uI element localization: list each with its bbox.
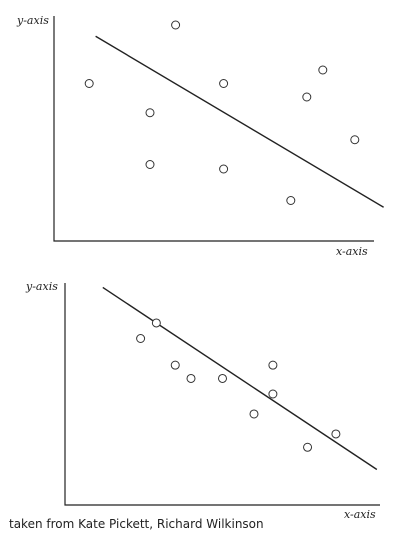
x-axis-label: x-axis xyxy=(336,245,368,258)
source-caption: taken from Kate Pickett, Richard Wilkins… xyxy=(9,517,264,531)
data-point xyxy=(249,409,259,419)
trend-line xyxy=(95,35,384,208)
data-point xyxy=(186,373,196,383)
data-point xyxy=(171,20,181,30)
trend-line xyxy=(102,286,378,471)
data-point xyxy=(318,65,328,75)
data-point xyxy=(268,389,278,399)
data-point xyxy=(170,360,180,370)
data-point xyxy=(303,442,313,452)
data-point xyxy=(350,135,360,145)
x-axis-label: x-axis xyxy=(344,508,376,521)
scatter-chart-bottom: y-axis x-axis xyxy=(25,280,380,521)
data-point xyxy=(145,160,155,169)
data-point xyxy=(268,360,278,370)
data-point xyxy=(218,373,227,383)
data-point xyxy=(331,429,341,439)
data-point xyxy=(219,164,229,174)
axes-frame xyxy=(64,283,380,506)
data-point xyxy=(286,196,296,205)
data-point xyxy=(151,318,161,328)
data-point xyxy=(302,92,312,102)
axes-frame xyxy=(53,16,374,242)
data-point xyxy=(219,79,229,88)
scatter-chart-top: y-axis x-axis xyxy=(16,14,384,258)
data-point xyxy=(145,108,155,118)
data-point xyxy=(84,79,94,88)
y-axis-label: y-axis xyxy=(25,280,58,293)
data-point xyxy=(136,334,146,343)
y-axis-label: y-axis xyxy=(16,14,49,27)
